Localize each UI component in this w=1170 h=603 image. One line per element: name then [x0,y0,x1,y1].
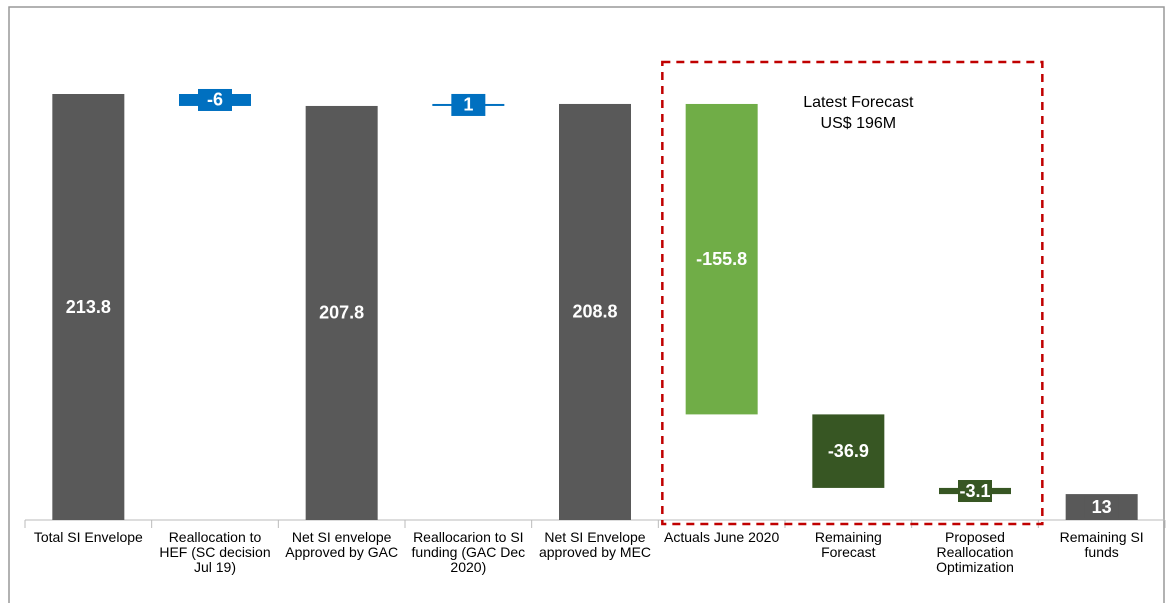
value-label-box [451,93,486,116]
bar [685,103,758,415]
x-tick-label: Reallocation to HEF (SC decision Jul 19) [159,529,271,575]
value-label-box [958,480,992,503]
x-tick-label: Remaining Forecast [814,529,882,560]
value-label: -6 [207,90,223,110]
value-label: 213.8 [66,297,111,317]
value-label: 208.8 [572,302,617,322]
annotation: Latest Forecast US$ 196M [803,94,914,132]
value-label: 207.8 [319,303,364,323]
value-label: -155.8 [696,249,747,269]
bar [305,105,378,520]
value-label-box [198,88,232,111]
value-label: 1 [463,95,473,115]
x-tick-label: Total SI Envelope [33,529,143,545]
value-label: 13 [1092,497,1112,517]
bar [52,94,125,520]
value-label: -36.9 [828,441,869,461]
value-label: -3.1 [959,481,990,501]
x-tick-label: Net SI Envelope approved by MEC [538,529,652,560]
bar [812,414,885,488]
value-label-box [1084,496,1119,519]
x-tick-label: Net SI envelope Approved by GAC [285,529,399,560]
frame [8,6,1165,603]
bar [559,103,631,520]
x-tick-label: Actuals June 2020 [664,529,780,545]
x-tick-label: Proposed Reallocation Optimization [936,529,1014,575]
x-tick-label: Reallocarion to SI funding (GAC Dec 2020… [411,529,526,575]
x-tick-label: Remaining SI funds [1059,529,1144,560]
highlight-box [661,60,1044,526]
